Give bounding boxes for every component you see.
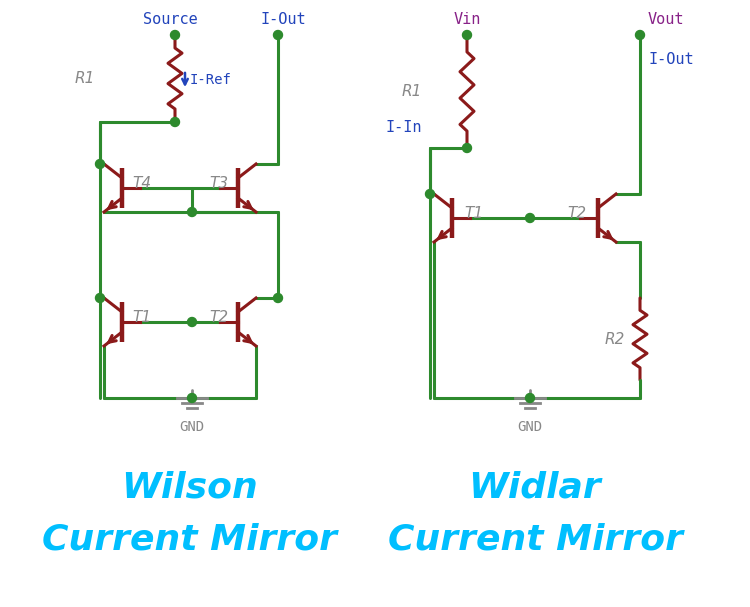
Circle shape bbox=[635, 30, 644, 39]
Circle shape bbox=[274, 30, 283, 39]
Text: T2: T2 bbox=[567, 206, 586, 220]
Text: Vin: Vin bbox=[453, 12, 481, 27]
Circle shape bbox=[526, 393, 535, 402]
Text: I-Out: I-Out bbox=[648, 52, 694, 67]
Text: Source: Source bbox=[142, 12, 197, 27]
Text: R2: R2 bbox=[604, 331, 625, 347]
Circle shape bbox=[274, 294, 283, 302]
Circle shape bbox=[463, 30, 472, 39]
Text: Vout: Vout bbox=[648, 12, 685, 27]
Circle shape bbox=[170, 118, 179, 126]
Text: R1: R1 bbox=[74, 71, 95, 86]
Text: T1: T1 bbox=[464, 206, 483, 220]
Circle shape bbox=[526, 214, 535, 223]
Text: T2: T2 bbox=[209, 310, 228, 325]
Text: T3: T3 bbox=[209, 175, 228, 191]
Circle shape bbox=[170, 30, 179, 39]
Text: T1: T1 bbox=[132, 310, 151, 325]
Circle shape bbox=[95, 160, 104, 169]
Circle shape bbox=[188, 208, 196, 217]
Text: Widlar: Widlar bbox=[469, 471, 602, 505]
Text: GND: GND bbox=[179, 420, 205, 434]
Circle shape bbox=[188, 393, 196, 402]
Text: R1: R1 bbox=[402, 84, 422, 99]
Text: I-Out: I-Out bbox=[260, 12, 306, 27]
Circle shape bbox=[463, 143, 472, 152]
Text: GND: GND bbox=[518, 420, 542, 434]
Text: Current Mirror: Current Mirror bbox=[388, 523, 682, 557]
Text: I-Ref: I-Ref bbox=[190, 73, 232, 87]
Text: T4: T4 bbox=[132, 175, 151, 191]
Circle shape bbox=[188, 317, 196, 327]
Text: Current Mirror: Current Mirror bbox=[43, 523, 338, 557]
Circle shape bbox=[425, 189, 434, 198]
Text: Wilson: Wilson bbox=[122, 471, 258, 505]
Text: I-In: I-In bbox=[386, 121, 422, 135]
Circle shape bbox=[95, 294, 104, 302]
